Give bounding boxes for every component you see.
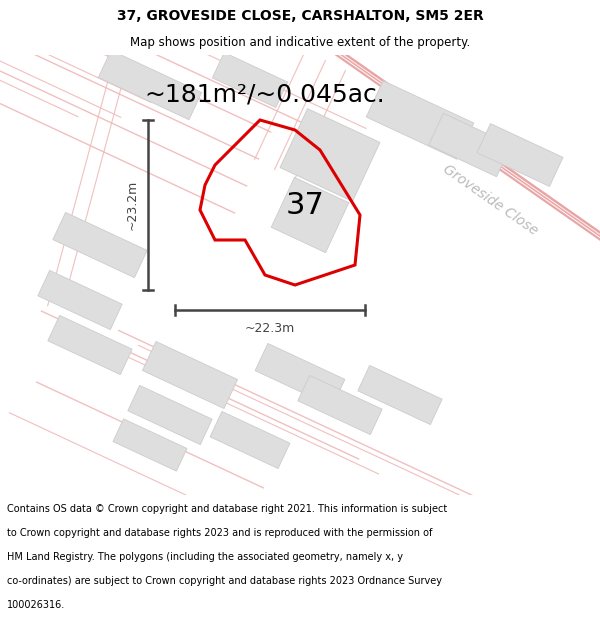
Polygon shape [98, 50, 202, 120]
Polygon shape [38, 271, 122, 329]
Polygon shape [128, 386, 212, 444]
Polygon shape [212, 52, 287, 107]
Polygon shape [53, 213, 147, 278]
Polygon shape [210, 411, 290, 469]
Text: 37: 37 [286, 191, 325, 219]
Text: ~23.2m: ~23.2m [125, 180, 139, 230]
Polygon shape [48, 316, 132, 374]
Polygon shape [271, 177, 349, 252]
Polygon shape [358, 366, 442, 424]
Polygon shape [366, 81, 474, 159]
Polygon shape [428, 113, 511, 177]
Text: HM Land Registry. The polygons (including the associated geometry, namely x, y: HM Land Registry. The polygons (includin… [7, 552, 403, 562]
Text: Contains OS data © Crown copyright and database right 2021. This information is : Contains OS data © Crown copyright and d… [7, 504, 448, 514]
Text: co-ordinates) are subject to Crown copyright and database rights 2023 Ordnance S: co-ordinates) are subject to Crown copyr… [7, 576, 442, 586]
Polygon shape [298, 376, 382, 434]
Text: Groveside Close: Groveside Close [440, 162, 540, 238]
Text: Map shows position and indicative extent of the property.: Map shows position and indicative extent… [130, 36, 470, 49]
Polygon shape [113, 419, 187, 471]
Polygon shape [280, 109, 380, 201]
Polygon shape [142, 341, 238, 409]
Polygon shape [255, 344, 345, 406]
Polygon shape [477, 124, 563, 186]
Text: 100026316.: 100026316. [7, 600, 65, 610]
Text: to Crown copyright and database rights 2023 and is reproduced with the permissio: to Crown copyright and database rights 2… [7, 528, 433, 538]
Text: ~181m²/~0.045ac.: ~181m²/~0.045ac. [145, 83, 385, 107]
Text: 37, GROVESIDE CLOSE, CARSHALTON, SM5 2ER: 37, GROVESIDE CLOSE, CARSHALTON, SM5 2ER [116, 9, 484, 24]
Text: ~22.3m: ~22.3m [245, 321, 295, 334]
